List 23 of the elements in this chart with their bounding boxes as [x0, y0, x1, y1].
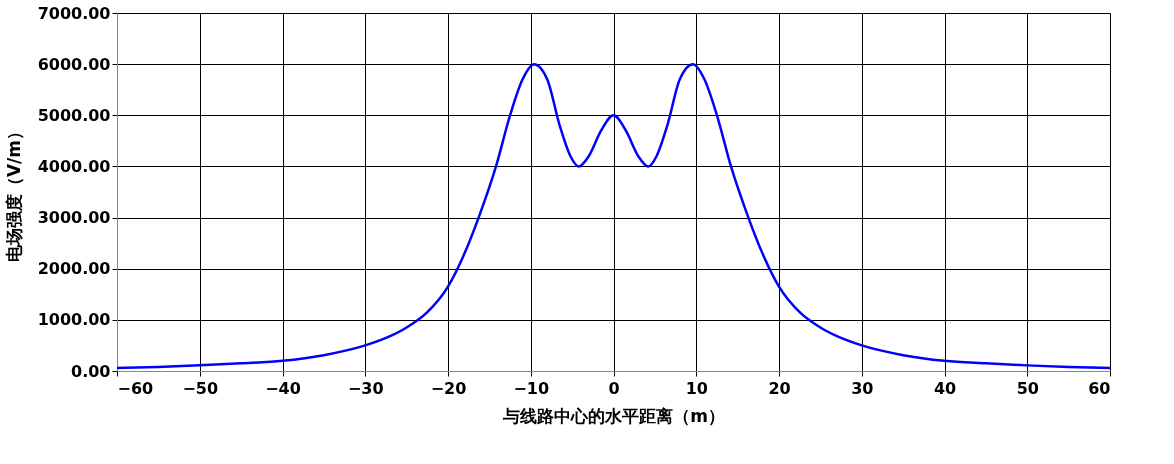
x-axis-title: 与线路中心的水平距离（m） — [502, 405, 725, 426]
y-axis-title: 电场强度（V/m） — [3, 122, 24, 263]
x-tick-label: −10 — [513, 378, 550, 398]
x-tick-label: −20 — [430, 378, 467, 398]
x-tick-label: −30 — [347, 378, 384, 398]
x-tick-label: −50 — [182, 378, 219, 398]
x-tick-label: 50 — [1016, 378, 1039, 398]
y-tick-label: 0.00 — [71, 361, 111, 381]
x-tick-label: 60 — [1088, 378, 1111, 398]
x-tick-label: 30 — [851, 378, 874, 398]
y-tick-label: 1000.00 — [37, 310, 111, 330]
x-tick-label: −40 — [265, 378, 301, 398]
x-tick-label: 20 — [768, 378, 791, 398]
x-tick-label: 10 — [685, 378, 708, 398]
y-tick-label: 4000.00 — [37, 156, 111, 176]
x-tick-label: 0 — [608, 378, 620, 398]
y-tick-label: 5000.00 — [37, 105, 111, 125]
y-tick-label: 6000.00 — [37, 54, 111, 74]
y-tick-label: 7000.00 — [37, 3, 111, 23]
x-tick-label: 40 — [933, 378, 957, 398]
y-tick-label: 3000.00 — [37, 208, 111, 228]
y-tick-label: 2000.00 — [37, 259, 111, 279]
x-tick-label: −60 — [117, 378, 154, 398]
